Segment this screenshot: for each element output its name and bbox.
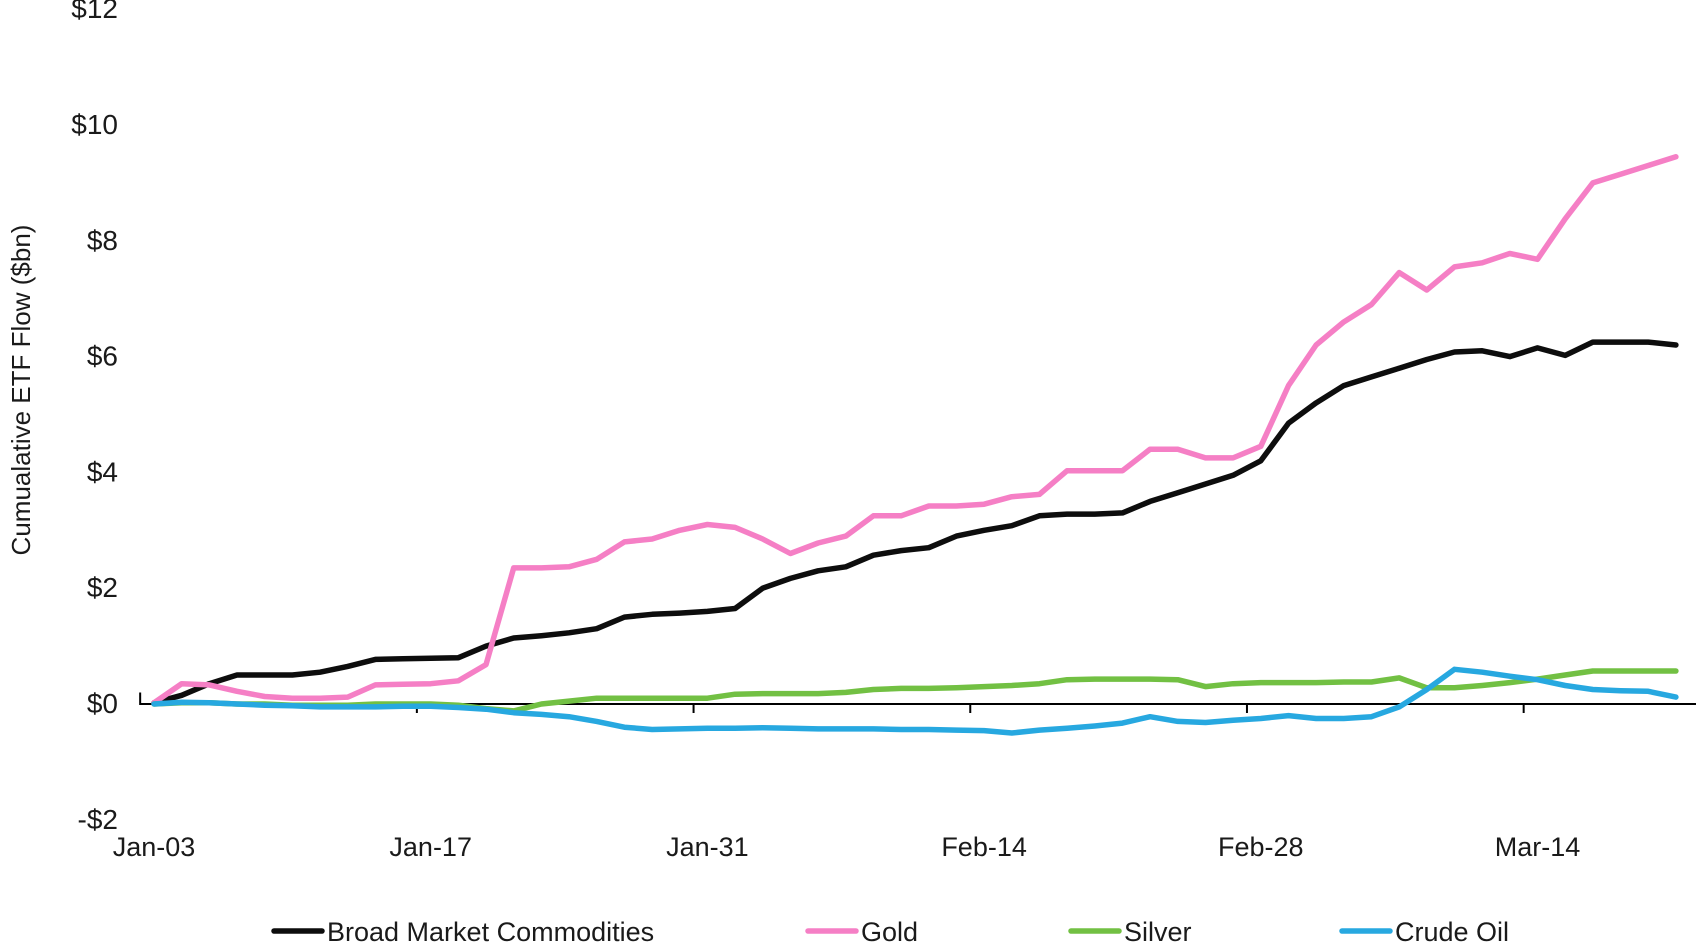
y-tick-label: -$2 — [78, 804, 118, 835]
x-tick-label: Feb-28 — [1218, 832, 1304, 862]
x-tick-label: Jan-03 — [113, 832, 196, 862]
y-tick-label: $2 — [87, 572, 118, 603]
legend-item-silver: Silver — [1068, 917, 1192, 945]
x-tick-label: Mar-14 — [1495, 832, 1581, 862]
y-tick-label: $8 — [87, 225, 118, 256]
series-line-broad-market-commodities — [151, 339, 1679, 706]
y-tick-label: $0 — [87, 688, 118, 719]
series-line-gold — [151, 154, 1679, 706]
legend-label-silver: Silver — [1124, 917, 1192, 945]
series-line-crude-oil — [151, 666, 1679, 736]
legend-item-gold: Gold — [805, 917, 918, 945]
legend-label-broad-market-commodities: Broad Market Commodities — [327, 917, 654, 945]
legend-label-crude-oil: Crude Oil — [1395, 917, 1509, 945]
y-tick-label: $12 — [71, 0, 118, 24]
x-tick-label: Jan-17 — [389, 832, 472, 862]
y-tick-label: $4 — [87, 456, 118, 487]
y-tick-label: $6 — [87, 341, 118, 372]
y-axis-title: Cumualative ETF Flow ($bn) — [6, 225, 36, 556]
x-tick-label: Jan-31 — [666, 832, 749, 862]
y-tick-label: $10 — [71, 109, 118, 140]
legend-item-broad-market-commodities: Broad Market Commodities — [271, 917, 654, 945]
legend-label-gold: Gold — [861, 917, 918, 945]
legend-item-crude-oil: Crude Oil — [1339, 917, 1509, 945]
x-tick-label: Feb-14 — [941, 832, 1027, 862]
x-axis-line — [139, 692, 1696, 705]
